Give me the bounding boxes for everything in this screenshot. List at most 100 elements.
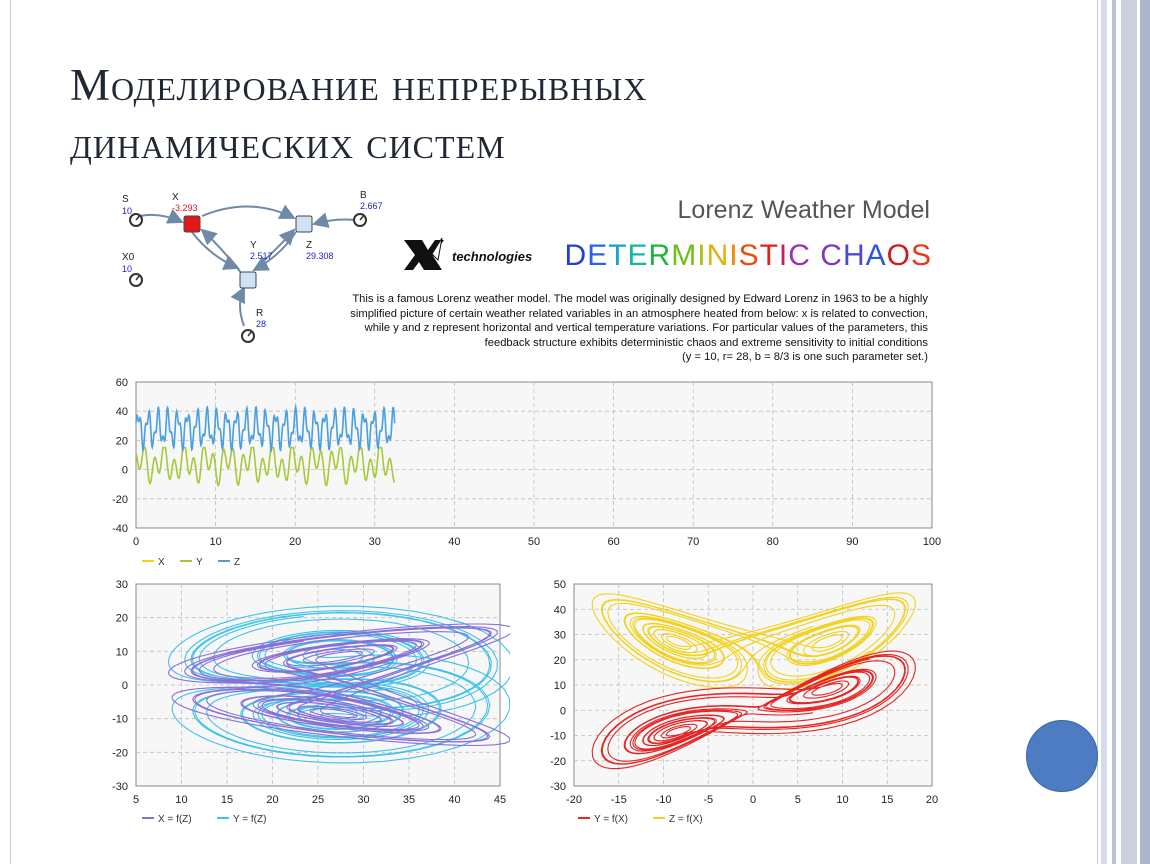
decorative-stripe	[1121, 0, 1137, 864]
y-tick-label: -30	[112, 781, 128, 793]
x-tick-label: 100	[923, 536, 941, 548]
heading-letter: S	[910, 239, 932, 272]
y-tick-label: -20	[112, 747, 128, 759]
x-tick-label: -15	[611, 794, 627, 806]
heading-letter: T	[759, 239, 779, 272]
x-tick-label: -10	[656, 794, 672, 806]
model-title: Lorenz Weather Model	[677, 196, 930, 224]
y-tick-label: 0	[122, 680, 128, 692]
description-line: simplified picture of certain weather re…	[350, 307, 928, 320]
param-dial-b	[353, 213, 367, 227]
heading-letter: E	[587, 239, 609, 272]
legend-entry: X	[158, 557, 165, 568]
x-tick-label: -5	[703, 794, 713, 806]
y-tick-label: -40	[112, 523, 128, 535]
x-tick-label: 40	[448, 536, 460, 548]
heading-letter: O	[886, 239, 911, 272]
heading-letter: C	[820, 239, 843, 272]
heading-letter: A	[865, 239, 887, 272]
stock-name-z: Z	[306, 240, 312, 251]
x-tick-label: 60	[607, 536, 619, 548]
series-line-x-of-z	[168, 623, 510, 747]
heading-letter: H	[842, 239, 866, 272]
param-dial-r	[241, 329, 255, 343]
legend-entry: Z	[234, 557, 240, 568]
y-tick-label: 60	[116, 377, 128, 389]
series-line-y-of-z	[168, 605, 510, 764]
chaos-word-chaos: CHAOS	[820, 239, 932, 272]
x-tick-label: 80	[767, 536, 779, 548]
y-tick-label: 40	[554, 604, 566, 616]
x-tick-label: 5	[795, 794, 801, 806]
slide-title: Моделирование непрерывных динамических с…	[70, 56, 970, 172]
x-tick-label: 10	[209, 536, 221, 548]
stock-value-x: -3.293	[172, 203, 198, 213]
heading-letter: D	[564, 239, 588, 272]
x-tick-label: 90	[846, 536, 858, 548]
series-line-y-of-x	[591, 650, 916, 770]
y-tick-label: 20	[554, 655, 566, 667]
y-tick-label: -10	[550, 731, 566, 743]
deterministic-chaos-heading: DETERMINISTIC CHAOS	[540, 239, 932, 273]
y-tick-label: -10	[112, 714, 128, 726]
decorative-stripe	[1101, 0, 1107, 864]
x-tick-label: 15	[221, 794, 233, 806]
x-tick-label: 30	[369, 536, 381, 548]
param-value-s: 10	[122, 206, 132, 216]
phase-plot-xz-yz: 5 10 15 20 25 30 35 40 45 30 20 10 0 -10 -20 -30 X = f(Z…	[112, 579, 510, 825]
y-tick-label: 10	[116, 646, 128, 658]
chaos-word-deterministic: DETERMINISTIC	[565, 239, 811, 272]
heading-letter: M	[671, 239, 698, 272]
description-line: This is a famous Lorenz weather model. T…	[352, 293, 928, 305]
x-tick-label: 30	[357, 794, 369, 806]
y-tick-label: -30	[550, 781, 566, 793]
y-tick-label: 20	[116, 613, 128, 625]
y-tick-label: 0	[560, 705, 566, 717]
x-tick-label: 45	[494, 794, 506, 806]
x-tick-label: 15	[881, 794, 893, 806]
x-tick-label: 0	[750, 794, 756, 806]
y-tick-label: 50	[554, 579, 566, 591]
x-tick-label: 5	[133, 794, 139, 806]
param-value-b: 2.667	[360, 201, 383, 211]
description-line: feedback structure exhibits deterministi…	[484, 336, 928, 349]
stock-name-x: X	[172, 192, 179, 203]
heading-letter: E	[627, 239, 649, 272]
y-tick-label: 40	[116, 406, 128, 418]
y-tick-label: 20	[116, 435, 128, 447]
x-tick-label: 20	[289, 536, 301, 548]
heading-letter: C	[788, 239, 811, 272]
heading-letter: R	[648, 239, 672, 272]
heading-letter: S	[738, 239, 760, 272]
brand-name: technologies	[452, 249, 532, 264]
stock-flow-diagram: S 10 X0 10 X -3.293 Y 2.517 Z 29.308 B 2…	[122, 190, 383, 343]
x-tick-label: 35	[403, 794, 415, 806]
x-tick-label: -20	[566, 794, 582, 806]
legend-entry: Y = f(Z)	[233, 814, 266, 825]
param-name-r: R	[256, 308, 263, 319]
xj-technologies-logo: technologies	[404, 237, 532, 270]
x-tick-label: 0	[133, 536, 139, 548]
legend-entry: Y = f(X)	[594, 814, 628, 825]
stock-value-y: 2.517	[250, 251, 273, 261]
y-tick-label: 30	[554, 630, 566, 642]
series-line-y	[135, 446, 396, 487]
x-tick-label: 10	[836, 794, 848, 806]
param-value-r: 28	[256, 319, 266, 329]
legend-entry: Z = f(X)	[669, 814, 703, 825]
x-tick-label: 40	[448, 794, 460, 806]
heading-letter: I	[697, 239, 707, 272]
y-tick-label: 10	[554, 680, 566, 692]
param-name-s: S	[122, 194, 129, 205]
decorative-stripe	[1112, 0, 1116, 864]
y-tick-label: 0	[122, 465, 128, 477]
decorative-stripe	[1140, 0, 1150, 864]
param-dial-x0	[129, 273, 143, 287]
stock-name-y: Y	[250, 240, 257, 251]
series-line-z-of-x	[591, 592, 916, 690]
x-tick-label: 25	[312, 794, 324, 806]
param-name-b: B	[360, 190, 367, 201]
x-tick-label: 50	[528, 536, 540, 548]
y-tick-label: 30	[116, 579, 128, 591]
time-series-chart: 0 10 20 30 40 50 60 70 80 90 100 60 40 20 0 -20 -40 X Y Z	[112, 377, 941, 568]
